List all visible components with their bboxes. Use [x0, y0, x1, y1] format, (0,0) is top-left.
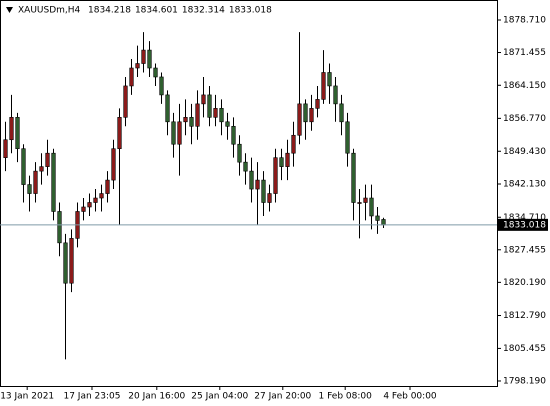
- candle-body: [219, 108, 224, 123]
- candle-body: [315, 99, 320, 109]
- candle-body: [243, 161, 248, 172]
- x-tick-label: 27 Jan 20:00: [254, 392, 311, 402]
- candle-body: [231, 125, 236, 145]
- candle-body: [351, 152, 356, 203]
- candle-body: [291, 134, 296, 154]
- candle-body: [297, 103, 302, 136]
- x-tick-label: 13 Jan 2021: [0, 392, 54, 402]
- candle-body: [339, 103, 344, 123]
- candle-body: [57, 211, 62, 244]
- y-tick-label: 1878.710: [503, 15, 546, 25]
- candle-body: [195, 103, 200, 127]
- candle-body: [225, 121, 230, 127]
- y-tick-label: 1864.150: [503, 81, 546, 91]
- y-tick-label: 1805.455: [503, 344, 546, 354]
- candle-body: [201, 94, 206, 105]
- candle-body: [81, 206, 86, 212]
- candle-body: [171, 121, 176, 145]
- candle-body: [153, 67, 158, 78]
- candle-body: [255, 179, 260, 190]
- x-tick-label: 17 Jan 23:05: [63, 392, 120, 402]
- candle-body: [309, 108, 314, 123]
- candle-body: [87, 202, 92, 208]
- candle-body: [261, 179, 266, 203]
- x-tick-label: 1 Feb 08:00: [319, 392, 373, 402]
- candle-body: [93, 197, 98, 203]
- candle-body: [327, 72, 332, 87]
- candle-body: [69, 238, 74, 284]
- candle-body: [177, 121, 182, 145]
- ohlc-value: 1833.018: [229, 6, 272, 16]
- candle-body: [147, 49, 152, 69]
- symbol-label: XAUUSDm,H4: [18, 6, 81, 16]
- candle-body: [165, 94, 170, 123]
- candle-body: [357, 202, 362, 204]
- candle-body: [207, 94, 212, 118]
- candle-body: [99, 193, 104, 199]
- y-tick-label: 1798.190: [503, 376, 546, 386]
- candle-body: [285, 152, 290, 167]
- x-tick-label: 20 Jan 16:00: [128, 392, 185, 402]
- candle-body: [237, 143, 242, 163]
- y-tick-label: 1856.770: [503, 114, 546, 124]
- ohlc-value: 1832.314: [182, 6, 225, 16]
- candle-body: [267, 193, 272, 203]
- x-tick-label: 25 Jan 04:00: [191, 392, 248, 402]
- y-tick-label: 1871.455: [503, 48, 546, 58]
- candle-body: [273, 157, 278, 194]
- candle-body: [159, 76, 164, 96]
- candle-body: [21, 148, 26, 185]
- y-tick-label: 1820.190: [503, 278, 546, 288]
- candle-body: [363, 197, 368, 203]
- candle-body: [135, 63, 140, 69]
- candle-body: [141, 49, 146, 64]
- candle-body: [375, 215, 380, 221]
- candle-body: [27, 184, 32, 194]
- candle-body: [105, 179, 110, 194]
- candle-body: [183, 117, 188, 123]
- y-tick-label: 1834.710: [503, 213, 546, 223]
- candle-body: [51, 152, 56, 212]
- candle-body: [63, 242, 68, 284]
- price-label: 1833.018: [503, 220, 546, 230]
- candle-body: [45, 152, 50, 167]
- candle-body: [129, 67, 134, 87]
- menu-arrow[interactable]: [6, 7, 13, 13]
- candle-body: [345, 121, 350, 154]
- candle-body: [303, 103, 308, 123]
- candle-body: [381, 219, 386, 226]
- y-tick-label: 1812.790: [503, 311, 546, 321]
- candle-body: [333, 85, 338, 105]
- candle-body: [189, 117, 194, 127]
- candle-body: [117, 117, 122, 150]
- ohlc-value: 1834.601: [135, 6, 178, 16]
- candle-body: [3, 139, 8, 158]
- candle-body: [111, 148, 116, 181]
- candle-body: [279, 157, 284, 167]
- candle-body: [321, 72, 326, 100]
- candle-body: [39, 166, 44, 172]
- candle-body: [9, 117, 14, 141]
- x-tick-label: 4 Feb 00:00: [383, 392, 437, 402]
- plot-frame: [0, 0, 498, 387]
- y-tick-label: 1842.130: [503, 179, 546, 189]
- candle-body: [213, 108, 218, 118]
- candle-body: [123, 85, 128, 118]
- ohlc-value: 1834.218: [88, 6, 131, 16]
- candle-body: [249, 170, 254, 190]
- price-label-box: [498, 218, 548, 231]
- candle-body: [369, 197, 374, 217]
- ohlc-header: 1834.218 1834.601 1832.314 1833.018: [88, 6, 272, 16]
- candle-body: [15, 117, 20, 150]
- y-tick-label: 1849.430: [503, 147, 546, 157]
- y-tick-label: 1827.455: [503, 245, 546, 255]
- candle-body: [33, 170, 38, 194]
